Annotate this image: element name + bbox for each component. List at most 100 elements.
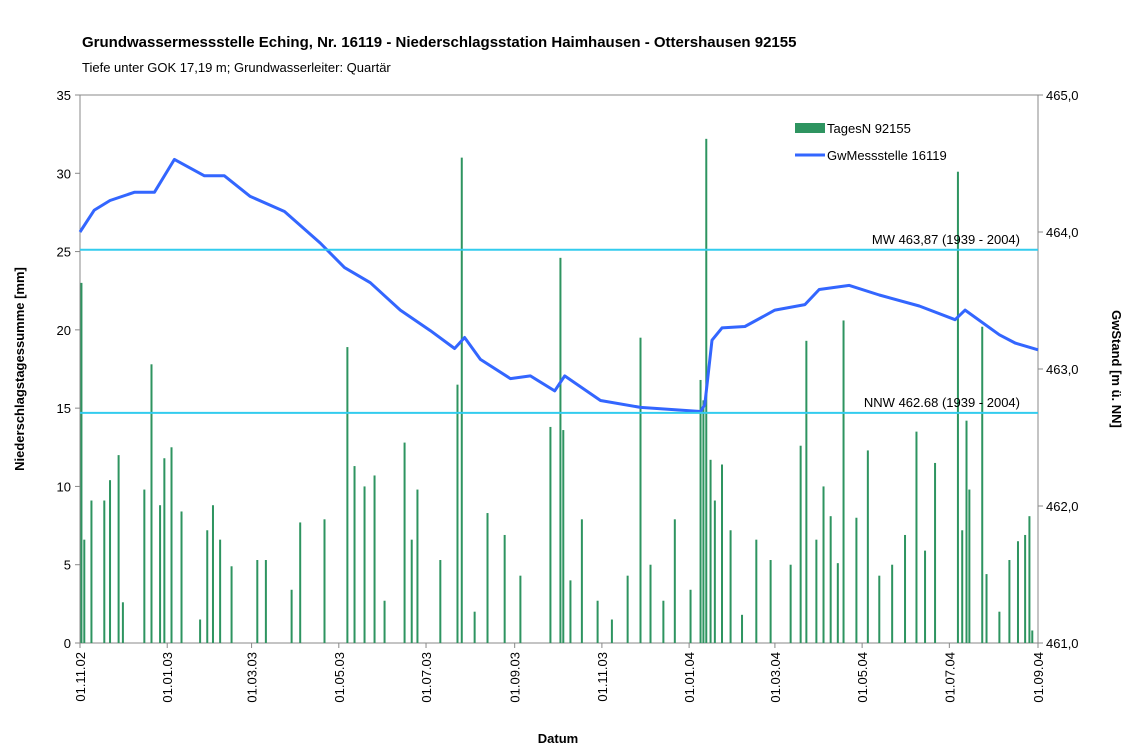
y-tick-label: 5 [64,558,71,573]
bar [83,539,86,643]
bar [299,522,302,643]
bar [562,430,565,643]
bar [815,539,818,643]
legend-label: TagesN 92155 [827,121,911,136]
bar [230,566,233,643]
bar [769,560,772,643]
bar [829,516,832,643]
bar [904,534,907,643]
y-axis-label: Niederschlagstagessumme [mm] [12,267,27,471]
bar [998,611,1001,643]
bar [346,347,349,643]
bar [1016,541,1019,643]
x-tick-label: 01.11.02 [73,652,88,702]
bar [626,575,629,643]
bar [80,282,83,643]
chart-subtitle: Tiefe unter GOK 17,19 m; Grundwasserleit… [82,60,391,75]
bar [855,517,858,643]
bar [410,539,413,643]
bar [170,447,173,643]
bar [211,505,214,643]
bar [822,486,825,643]
bar [891,564,894,643]
bar [256,560,259,643]
bar [373,475,376,643]
bar [702,400,705,643]
bar [353,466,356,643]
bar [789,564,792,643]
bar [924,550,927,643]
bar [199,619,202,643]
y2-tick-label: 463,0 [1046,362,1079,377]
bar [559,257,562,643]
bar [143,489,146,643]
bar [689,589,692,643]
bar [456,384,459,643]
bar [709,459,712,643]
bar [956,171,959,643]
y-tick-label: 20 [57,323,71,338]
bar [383,600,386,643]
bar [219,539,222,643]
bar [713,500,716,643]
bar [439,560,442,643]
chart-title: Grundwassermessstelle Eching, Nr. 16119 … [82,34,796,51]
bar [109,480,112,643]
bar [915,431,918,643]
y2-axis-label: GwStand [m ü. NN] [1109,310,1124,428]
bar [569,580,572,643]
reference-label: MW 463,87 (1939 - 2004) [872,232,1020,247]
bar [460,157,463,643]
bar [1031,630,1034,643]
bar [323,519,326,643]
bar [121,602,124,643]
bar [180,511,183,643]
y-tick-label: 0 [64,636,71,651]
bar [290,589,293,643]
bar [755,539,758,643]
x-tick-label: 01.03.03 [245,652,260,703]
reference-label: NNW 462.68 (1939 - 2004) [864,395,1020,410]
x-tick-label: 01.01.04 [682,652,697,703]
bar [519,575,522,643]
bar [878,575,881,643]
bar [836,563,839,643]
bar [721,464,724,643]
x-tick-label: 01.07.03 [419,652,434,703]
bar [639,337,642,643]
bar [662,600,665,643]
y2-tick-label: 461,0 [1046,636,1079,651]
bar [159,505,162,643]
bar [90,500,93,643]
x-tick-label: 01.11.03 [595,652,610,702]
bar [741,614,744,643]
bar [934,462,937,643]
y2-tick-label: 464,0 [1046,225,1079,240]
legend-label: GwMessstelle 16119 [827,148,947,163]
bar [842,320,845,643]
bar [150,364,153,643]
bar [117,455,120,643]
bar [961,530,964,643]
y-tick-label: 10 [57,479,71,494]
y2-tick-label: 462,0 [1046,499,1079,514]
x-axis-label: Datum [538,731,578,746]
y-tick-label: 35 [57,88,71,103]
y2-tick-label: 465,0 [1046,88,1079,103]
x-tick-label: 01.03.04 [768,652,783,703]
bar [206,530,209,643]
bar [596,600,599,643]
bar [729,530,732,643]
x-tick-label: 01.09.03 [508,652,523,703]
legend-swatch [795,123,825,133]
bar [264,560,267,643]
x-tick-label: 01.05.04 [855,652,870,703]
bar [981,326,984,643]
bar [968,489,971,643]
bar [103,500,106,643]
x-tick-label: 01.09.04 [1031,652,1046,703]
bar [799,445,802,643]
bar [610,619,613,643]
